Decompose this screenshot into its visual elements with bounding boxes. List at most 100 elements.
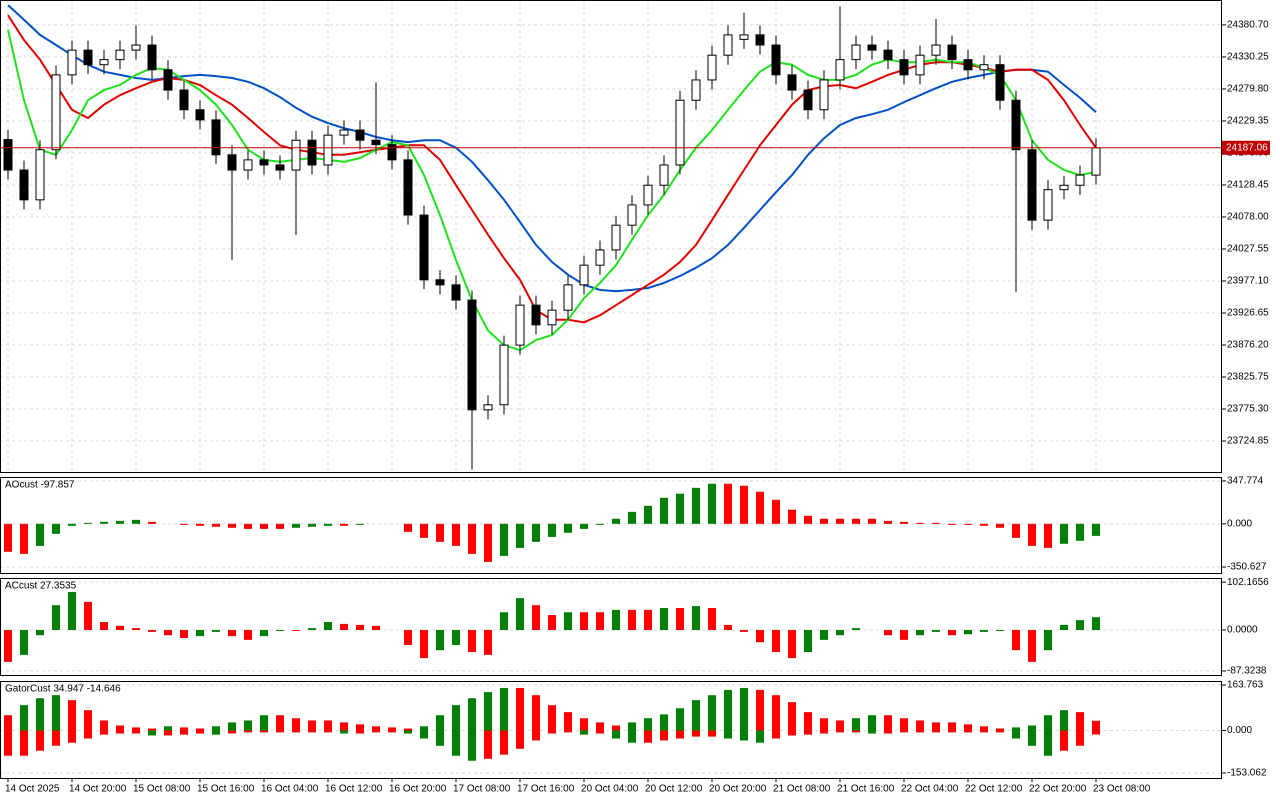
gator-bar	[68, 730, 76, 743]
gator-bar	[100, 730, 108, 735]
gator-bar	[916, 720, 924, 731]
candle-body	[771, 44, 781, 76]
gator-bar	[388, 730, 396, 733]
gator-bar	[340, 722, 348, 731]
histogram-bar	[884, 520, 892, 524]
candle-body	[323, 134, 333, 166]
histogram-bar	[948, 630, 956, 636]
histogram-bar	[1012, 630, 1020, 651]
candle-body	[179, 89, 189, 111]
gator-bar	[644, 730, 652, 743]
gator-bar	[180, 730, 188, 735]
candle-body	[83, 49, 93, 66]
gator-bar	[292, 730, 300, 733]
candle-body	[899, 59, 909, 76]
histogram-bar	[196, 630, 204, 637]
x-tick-label: 20 Oct 20:00	[709, 784, 767, 795]
histogram-bar	[500, 612, 508, 631]
candle-body	[115, 49, 125, 61]
histogram-bar	[180, 523, 188, 525]
candle-body	[211, 119, 221, 156]
candle-body	[675, 99, 685, 166]
gator-bar	[404, 728, 412, 731]
histogram-bar	[20, 630, 28, 655]
gator-bar	[468, 730, 476, 761]
histogram-bar	[484, 630, 492, 655]
histogram-bar	[708, 607, 716, 631]
gator-bar	[708, 730, 716, 737]
x-tick-label: 21 Oct 16:00	[837, 784, 895, 795]
gator-bar	[964, 724, 972, 731]
histogram-bar	[100, 622, 108, 631]
histogram-bar	[404, 630, 412, 646]
histogram-bar	[116, 625, 124, 631]
gator-bar	[468, 698, 476, 731]
histogram-bar	[1044, 630, 1052, 651]
candle-body	[195, 109, 205, 121]
gator-bar	[804, 712, 812, 731]
gator-bar	[148, 730, 156, 736]
histogram-bar	[436, 523, 444, 542]
gator-bar	[276, 730, 284, 733]
gator-bar	[740, 730, 748, 741]
gator-bar	[676, 730, 684, 739]
histogram-bar	[324, 523, 332, 526]
gator-bar	[1028, 725, 1036, 731]
current-price-tag	[1222, 140, 1270, 155]
gator-bar	[548, 705, 556, 731]
histogram-bar	[580, 523, 588, 529]
gator-bar	[356, 730, 364, 734]
gator-bar	[1028, 730, 1036, 746]
candle-body	[627, 204, 637, 226]
histogram-bar	[340, 523, 348, 526]
gator-bar	[1092, 720, 1100, 731]
histogram-bar	[228, 630, 236, 637]
histogram-bar	[68, 523, 76, 526]
histogram-bar	[292, 523, 300, 528]
gator-bar	[932, 730, 940, 733]
gator-bar	[708, 695, 716, 731]
gator-bar	[212, 726, 220, 731]
histogram-bar	[4, 523, 12, 552]
histogram-bar	[532, 605, 540, 631]
panel: 163.763 0.000 -153.062 GatorCust 34.947 -14…	[0, 680, 1267, 779]
histogram-bar	[36, 523, 44, 546]
y-tick-label: 24279.80	[1227, 84, 1269, 95]
gator-bar	[36, 698, 44, 731]
histogram-bar	[724, 483, 732, 524]
gator-bar	[180, 727, 188, 731]
candle-body	[371, 139, 381, 146]
y-tick-label: -87.3238	[1227, 666, 1267, 677]
histogram-bar	[1092, 523, 1100, 536]
gator-bar	[4, 730, 12, 756]
x-tick-label: 23 Oct 08:00	[1093, 784, 1151, 795]
gator-bar	[916, 730, 924, 733]
y-tick-label: 23724.85	[1227, 436, 1269, 447]
candle-body	[147, 44, 157, 71]
gator-bar	[20, 730, 28, 756]
histogram-bar	[900, 521, 908, 524]
panel: 24380.7024330.2524279.8024229.3524178.90…	[0, 0, 1270, 473]
x-tick-label: 15 Oct 16:00	[197, 784, 255, 795]
histogram-bar	[516, 598, 524, 631]
histogram-bar	[468, 523, 476, 554]
panel-border	[0, 0, 1222, 473]
gator-bar	[68, 700, 76, 731]
gator-bar	[692, 730, 700, 737]
gator-bar	[292, 718, 300, 731]
indicator-line	[7, 4, 1097, 293]
gator-bar	[852, 718, 860, 731]
gator-bar	[244, 730, 252, 733]
candle-body	[435, 279, 445, 286]
histogram-bar	[164, 630, 172, 636]
gator-bar	[388, 727, 396, 731]
histogram-bar	[68, 592, 76, 631]
gator-bar	[260, 730, 268, 733]
x-tick-label: 17 Oct 16:00	[517, 784, 575, 795]
gator-bar	[564, 730, 572, 733]
x-tick-label: 16 Oct 20:00	[389, 784, 447, 795]
indicator-title: GatorCust 34.947 -14.646	[5, 684, 121, 695]
histogram-bar	[52, 523, 60, 534]
histogram-bar	[644, 609, 652, 631]
gator-bar	[244, 720, 252, 731]
